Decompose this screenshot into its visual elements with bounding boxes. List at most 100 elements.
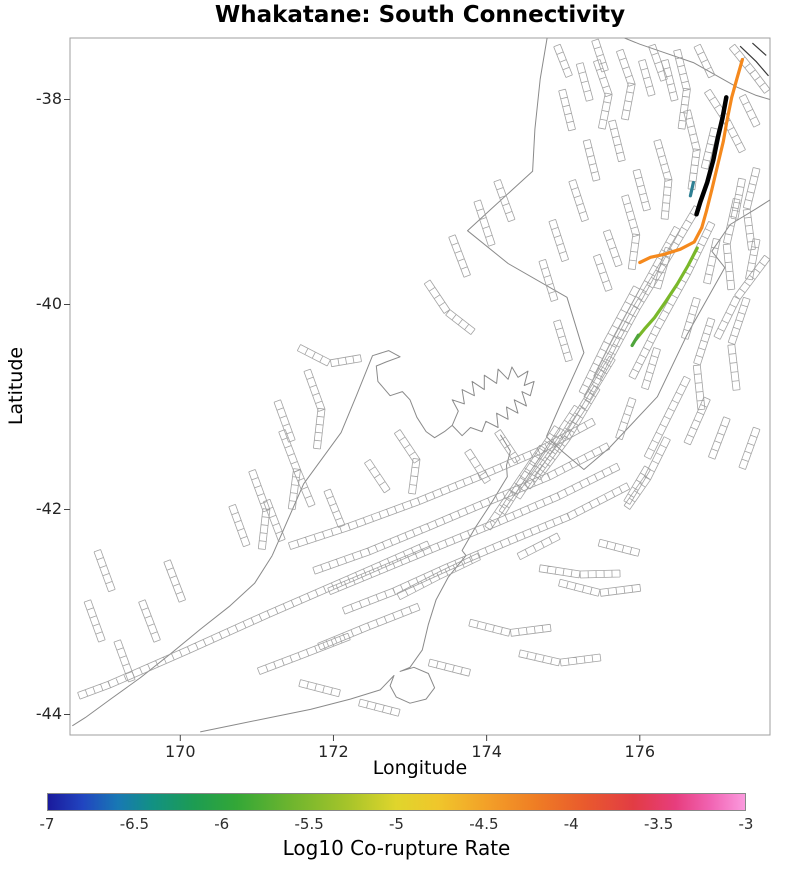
rupture-linked-segment-south — [634, 246, 699, 341]
coastline-south-island-northwest — [271, 350, 453, 556]
fault-trace — [364, 458, 391, 494]
fault-trace — [558, 88, 576, 132]
x-tick-label: 176 — [624, 742, 656, 761]
fault-trace — [393, 429, 421, 495]
chart-title: Whakatane: South Connectivity — [214, 2, 626, 28]
fault-trace — [700, 127, 719, 170]
y-tick-label: -38 — [35, 88, 62, 108]
fault-trace — [423, 279, 476, 335]
fault-trace — [296, 344, 362, 368]
fault-trace — [273, 399, 296, 443]
colorbar-gradient — [47, 793, 746, 811]
map-layer — [72, 38, 770, 733]
rupture-whakatane-fault-source — [694, 95, 729, 217]
fault-trace — [473, 199, 496, 247]
fault-trace — [602, 229, 623, 268]
fault-trace — [263, 498, 286, 543]
fault-trace — [323, 488, 346, 528]
fault-trace — [643, 375, 691, 460]
y-tick-label: -42 — [35, 498, 62, 518]
rupture-linked-segment-south-tip — [630, 333, 640, 348]
fault-trace — [681, 297, 701, 340]
fault-trace — [516, 532, 561, 561]
colorbar-tick-label: -7 — [39, 815, 55, 833]
fault-trace — [638, 59, 656, 97]
fault-trace — [342, 482, 631, 615]
colorbar-tick-label: -6 — [214, 815, 230, 833]
fault-trace — [641, 347, 661, 390]
fault-trace — [575, 62, 594, 102]
coastline-north-island-west — [467, 38, 585, 437]
coastline-north-island-south-east — [546, 199, 770, 470]
coastline-bay-of-plenty — [624, 38, 770, 100]
fault-trace — [616, 48, 636, 121]
fault-trace — [730, 177, 746, 220]
fault-trace — [518, 649, 602, 667]
fault-trace — [317, 603, 421, 651]
fault-trace — [358, 698, 401, 717]
fault-trace — [745, 238, 761, 281]
colorbar-tick-label: -4.5 — [469, 815, 499, 833]
fault-trace — [738, 94, 761, 128]
fault-trace — [593, 225, 681, 380]
fault-trace — [692, 317, 716, 411]
fault-trace — [396, 553, 481, 601]
fault-trace — [653, 246, 673, 290]
fault-trace — [427, 658, 471, 677]
fault-trace — [582, 139, 601, 182]
x-tick-label: 170 — [165, 742, 196, 761]
fault-trace — [660, 59, 679, 102]
fault-trace — [693, 43, 716, 79]
fault-trace — [578, 285, 641, 396]
y-tick-label: -40 — [35, 293, 62, 313]
colorbar-tick-label: -4 — [563, 815, 579, 833]
fault-trace — [93, 549, 116, 593]
fault-trace — [163, 559, 186, 603]
fault-trace — [553, 43, 573, 78]
fault-trace — [83, 599, 106, 643]
fault-trace — [738, 426, 761, 470]
fault-trace — [493, 179, 516, 223]
colorbar-label: Log10 Co-rupture Rate — [282, 836, 511, 860]
fault-trace — [593, 253, 613, 292]
fault-trace — [303, 368, 326, 450]
fault-trace — [608, 119, 626, 163]
fault-trace — [708, 416, 731, 460]
fault-trace — [298, 679, 341, 698]
fault-trace — [593, 59, 613, 130]
fault-trace — [538, 259, 559, 302]
fault-trace — [293, 469, 316, 508]
fault-trace — [673, 48, 691, 130]
fault-trace — [553, 319, 573, 363]
fault-trace — [77, 540, 431, 700]
fault-trace — [464, 448, 491, 484]
fault-trace — [727, 296, 751, 391]
fault-trace — [615, 397, 637, 441]
plot-border — [69, 37, 771, 736]
fault-trace — [722, 198, 741, 291]
fault-trace — [312, 442, 611, 575]
fault-trace — [468, 618, 552, 637]
colorbar-tick-label: -3.5 — [643, 815, 674, 833]
fault-trace — [623, 465, 651, 505]
fault-trace — [538, 564, 621, 579]
x-axis-label: Longitude — [372, 757, 468, 779]
fault-trace — [683, 396, 711, 446]
fault-trace — [138, 599, 161, 643]
y-tick-label: -44 — [35, 703, 62, 723]
fault-trace — [534, 385, 601, 481]
fault-trace — [742, 167, 761, 251]
fault-trace — [703, 238, 721, 285]
fault-trace — [558, 578, 642, 597]
dark-fault-trace — [739, 45, 769, 77]
colorbar-tick-label: -5.5 — [294, 815, 324, 833]
fault-trace — [494, 429, 521, 464]
fault-trace — [257, 632, 351, 675]
colorbar-tick-label: -3 — [738, 815, 754, 833]
coastline-marlborough-sounds — [451, 366, 535, 437]
coastline-south-island-east — [200, 434, 511, 733]
x-tick-label: 172 — [318, 742, 349, 761]
x-tick-label: 174 — [471, 742, 502, 761]
